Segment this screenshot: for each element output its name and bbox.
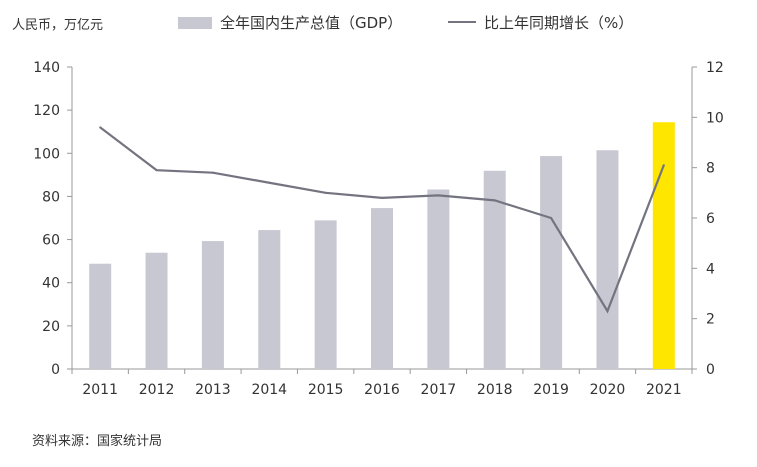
bar-2019: [540, 156, 563, 369]
growth-point-2013: [211, 171, 214, 174]
left-tick-label: 0: [51, 362, 60, 378]
x-tick-label: 2013: [195, 382, 231, 398]
left-tick-label: 40: [42, 276, 60, 292]
right-tick-label: 0: [706, 362, 715, 378]
right-tick-label: 8: [706, 161, 715, 177]
growth-point-2011: [99, 126, 102, 129]
bar-2013: [201, 241, 224, 369]
left-tick-label: 120: [33, 103, 60, 119]
growth-point-2014: [268, 181, 271, 184]
x-tick-label: 2015: [308, 382, 344, 398]
x-tick-label: 2021: [646, 382, 682, 398]
right-tick-label: 12: [706, 60, 724, 76]
source-note: 资料来源：国家统计局: [32, 434, 163, 449]
bar-2014: [258, 230, 281, 369]
x-tick-label: 2017: [421, 382, 457, 398]
growth-point-2020: [606, 310, 609, 313]
left-tick-label: 100: [33, 146, 60, 162]
legend-growth-line: [448, 21, 476, 23]
right-tick-label: 4: [706, 261, 715, 277]
growth-point-2018: [493, 199, 496, 202]
right-tick-label: 2: [706, 312, 715, 328]
legend-growth: 比上年同期增长（%）: [448, 12, 633, 33]
bar-2021: [652, 122, 675, 369]
growth-point-2015: [324, 191, 327, 194]
growth-point-2012: [155, 169, 158, 172]
legend-gdp-label: 全年国内生产总值（GDP）: [220, 14, 403, 32]
growth-point-2019: [550, 217, 553, 219]
x-tick-label: 2018: [477, 382, 513, 398]
x-tick-label: 2012: [139, 382, 175, 398]
bar-2011: [89, 263, 112, 369]
left-tick-label: 60: [42, 233, 60, 249]
x-tick-label: 2019: [533, 382, 569, 398]
bar-2012: [145, 252, 168, 369]
legend-growth-label: 比上年同期增长（%）: [484, 14, 634, 32]
growth-point-2016: [381, 196, 383, 199]
left-tick-label: 80: [42, 189, 60, 205]
bar-2017: [427, 189, 450, 369]
right-tick-label: 6: [706, 211, 715, 227]
legend-gdp-swatch: [178, 17, 212, 29]
bar-2018: [483, 170, 506, 369]
x-tick-label: 2014: [251, 382, 287, 398]
bar-2016: [371, 208, 393, 369]
legend-gdp: 全年国内生产总值（GDP）: [178, 12, 402, 33]
x-tick-label: 2016: [364, 382, 400, 398]
right-tick-label: 10: [706, 110, 724, 126]
left-tick-label: 20: [42, 319, 60, 335]
bar-2020: [596, 150, 619, 369]
x-tick-label: 2011: [82, 382, 118, 398]
unit-label: 人民币，万亿元: [12, 18, 104, 33]
left-tick-label: 140: [33, 60, 60, 76]
x-tick-label: 2020: [590, 382, 626, 398]
growth-point-2021: [662, 164, 665, 167]
bar-2015: [314, 220, 337, 369]
growth-point-2017: [437, 194, 440, 197]
